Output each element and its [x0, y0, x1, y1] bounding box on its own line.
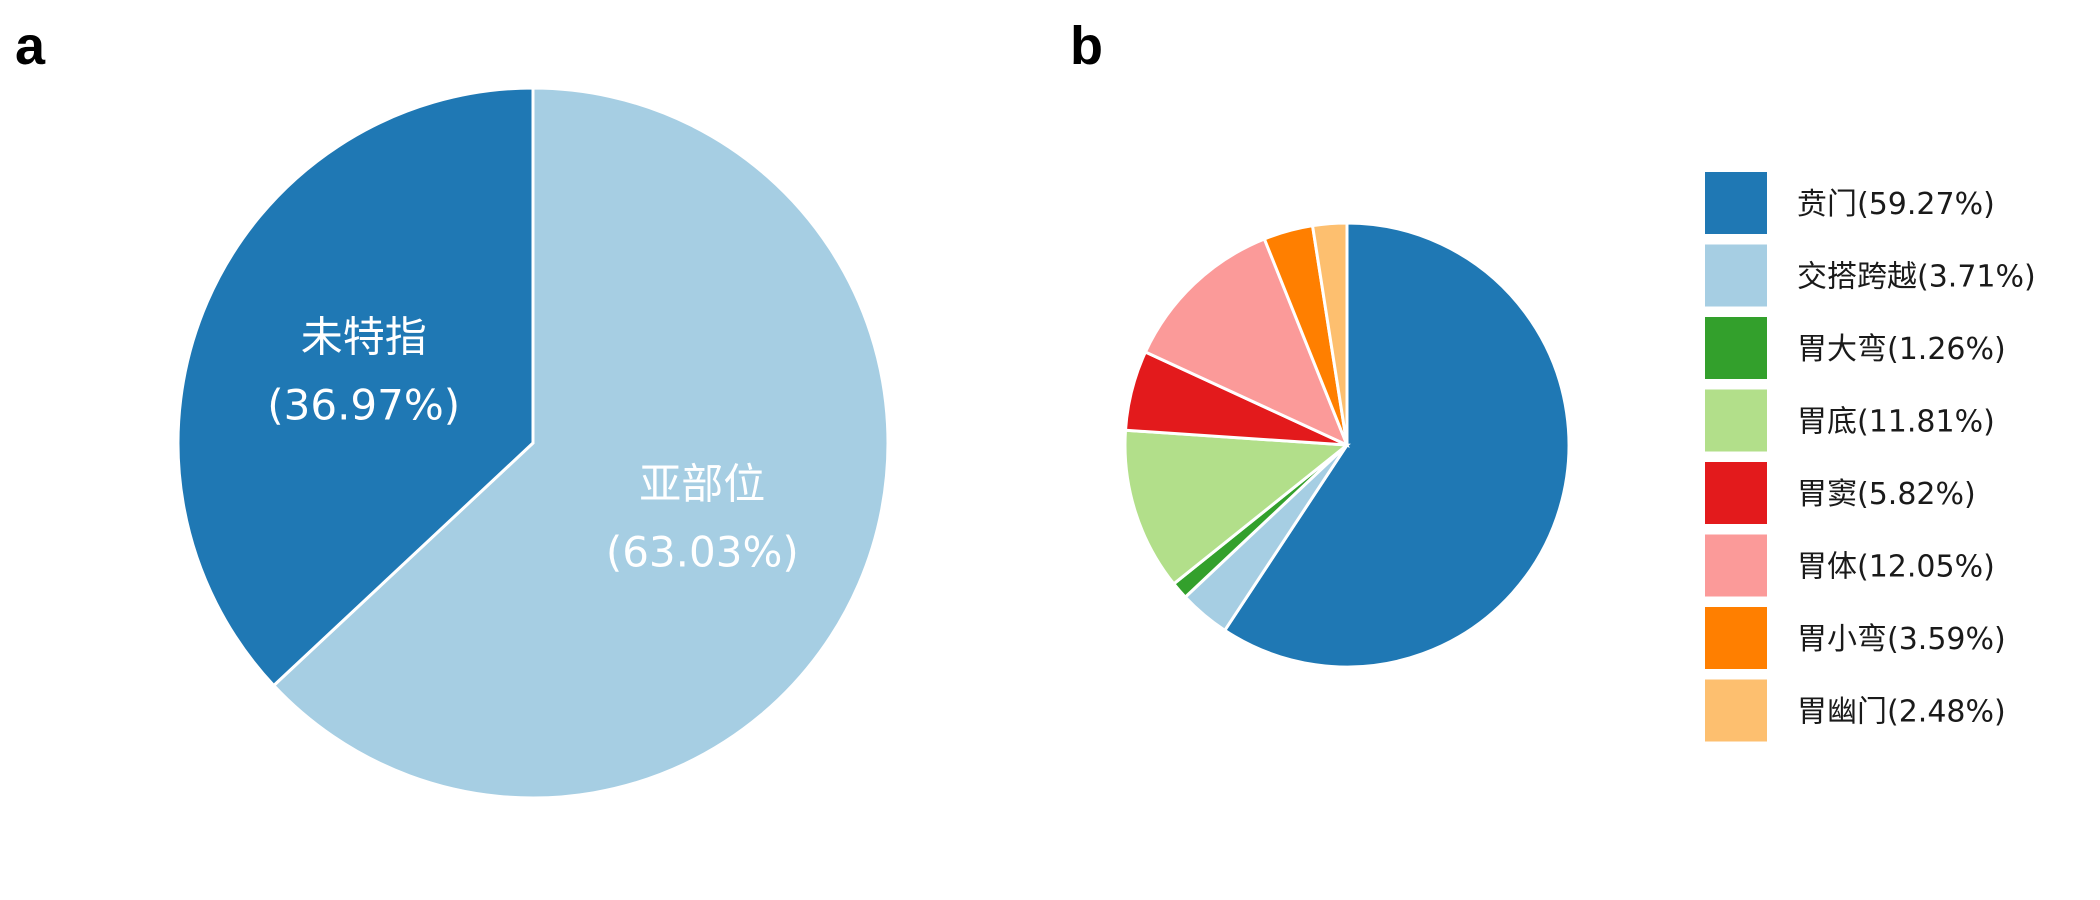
legend-label-4: 胃窦(5.82%) — [1797, 477, 1976, 512]
pie-a-slice-name-1: 未特指 — [301, 313, 427, 362]
pie-a-slice-pct-0: (63.03%) — [606, 528, 799, 577]
legend-label-2: 胃大弯(1.26%) — [1797, 332, 2006, 367]
legend-key-6 — [1705, 607, 1767, 669]
legend-label-6: 胃小弯(3.59%) — [1797, 622, 2006, 657]
legend-key-5 — [1705, 534, 1767, 597]
panel-a-label: a — [15, 16, 46, 76]
pie-b-slice-7 — [1310, 221, 1349, 446]
pie-b-slices — [1123, 221, 1571, 669]
legend: 贲门(59.27%) 交搭跨越(3.71%) 胃大弯(1.26%) 胃底(11.81%… — [1705, 172, 2036, 742]
legend-key-2 — [1705, 317, 1767, 379]
pie-b-slice-0 — [1222, 221, 1571, 669]
pie-a-slice-0 — [271, 86, 890, 800]
panel-a-pie: a 亚部位 (63.03%) 未特指 (36.97%) — [15, 16, 890, 800]
legend-key-7 — [1705, 679, 1767, 742]
legend-key-0 — [1705, 172, 1767, 234]
pie-a-labels: 亚部位 (63.03%) 未特指 (36.97%) — [267, 313, 799, 577]
legend-key-1 — [1705, 244, 1767, 307]
legend-label-3: 胃底(11.81%) — [1797, 405, 1995, 440]
legend-label-7: 胃幽门(2.48%) — [1797, 695, 2006, 730]
pie-b-slice-5 — [1143, 236, 1350, 448]
legend-label-0: 贲门(59.27%) — [1797, 187, 1995, 222]
legend-label-1: 交搭跨越(3.71%) — [1797, 260, 2036, 295]
pie-a-slice-1 — [176, 86, 535, 688]
pie-a-slices — [176, 86, 890, 800]
pie-a-slice-name-0: 亚部位 — [639, 460, 765, 509]
pie-b-slice-3 — [1123, 428, 1351, 586]
legend-label-5: 胃体(12.05%) — [1797, 550, 1995, 585]
pie-a-slice-pct-1: (36.97%) — [267, 381, 460, 430]
legend-key-4 — [1705, 462, 1767, 524]
legend-key-3 — [1705, 389, 1767, 452]
panel-b-label: b — [1070, 16, 1103, 76]
panel-b-pie: b 贲门(59.27%) 交搭跨越(3.71%) 胃大弯(1.26%) 胃底(11.8… — [1070, 16, 2036, 742]
